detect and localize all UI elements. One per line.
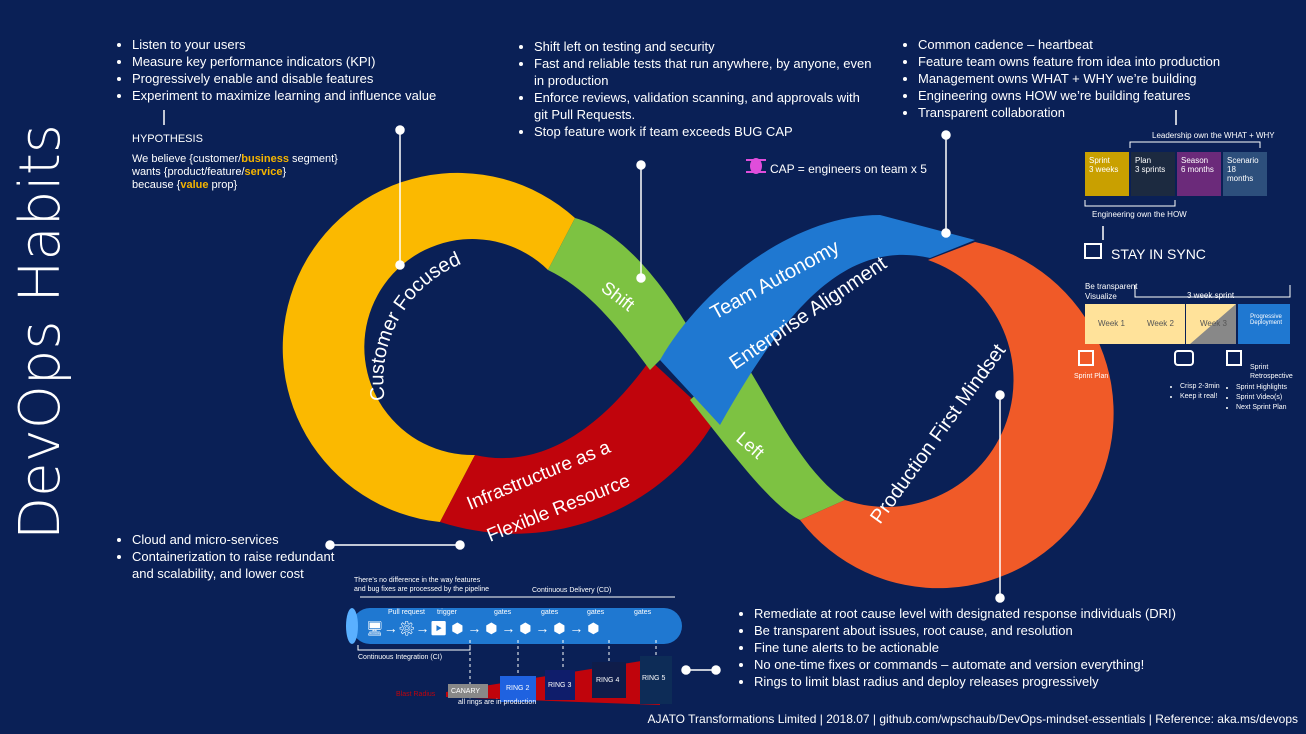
ring-canary <box>448 684 488 698</box>
whiteboard-icon <box>1084 243 1102 259</box>
stay-in-sync: STAY IN SYNC <box>1111 246 1206 262</box>
bullet: Measure key performance indicators (KPI) <box>132 53 436 70</box>
retrospective-items: Sprint Highlights Sprint Video(s) Next S… <box>1226 383 1287 413</box>
retrospective-icon <box>1226 350 1242 366</box>
bug-icon <box>746 158 766 174</box>
retrospective-title: Sprint Retrospective <box>1250 364 1293 380</box>
ring-3-label: RING 3 <box>548 682 572 689</box>
bullet: Be transparent about issues, root cause,… <box>754 622 1176 639</box>
customer-focused-segment <box>282 172 575 522</box>
ring-2 <box>500 676 536 702</box>
ring-4 <box>592 662 626 698</box>
bullet: Feature team owns feature from idea into… <box>918 53 1220 70</box>
shift-left-bullets: Shift left on testing and security Fast … <box>516 38 874 140</box>
sprint-plan-icon <box>1078 350 1094 366</box>
bullet: Shift left on testing and security <box>534 38 874 55</box>
infrastructure-bullets: Cloud and micro-services Containerizatio… <box>114 531 342 582</box>
video-notes: Crisp 2-3min Keep it real! <box>1170 382 1220 402</box>
production-first-bullets: Remediate at root cause level with desig… <box>736 605 1176 690</box>
bullet: Experiment to maximize learning and infl… <box>132 87 436 104</box>
bullet: Stop feature work if team exceeds BUG CA… <box>534 123 874 140</box>
shift-segment <box>548 218 690 370</box>
bullet: Common cadence – heartbeat <box>918 36 1220 53</box>
cadence-box-season: Season 6 months <box>1177 152 1221 196</box>
ring-3 <box>545 670 575 700</box>
customer-focused-bullets: Listen to your users Measure key perform… <box>114 36 436 104</box>
week-1-label: Week 1 <box>1098 319 1125 328</box>
sprint-length-label: 3 week sprint <box>1187 291 1235 300</box>
progressive-deployment: Progressive Deployment <box>1249 314 1282 326</box>
bullet: Remediate at root cause level with desig… <box>754 605 1176 622</box>
hypothesis-body: We believe {customer/business segment} w… <box>132 153 338 191</box>
ring-4-label: RING 4 <box>596 677 620 684</box>
ring-canary-label: CANARY <box>451 688 481 695</box>
visualize: Visualize <box>1085 292 1117 301</box>
week-3-label: Week 3 <box>1200 319 1227 328</box>
team-autonomy-segment <box>660 215 975 425</box>
blast-radius-label: Blast Radius <box>396 691 436 698</box>
cadence-box-plan: Plan 3 sprints <box>1131 152 1175 196</box>
ring-5 <box>640 656 672 704</box>
sprint-weeks-bar <box>1085 304 1290 344</box>
all-rings-note: all rings are in production <box>458 699 537 706</box>
ring-5-label: RING 5 <box>642 675 666 682</box>
bullet: Enforce reviews, validation scanning, an… <box>534 89 874 123</box>
pull-request-label: Pull request <box>388 609 425 616</box>
connectors <box>163 110 1177 675</box>
cadence-boxes: Sprint 3 weeks Plan 3 sprints Season 6 mont… <box>1085 152 1267 196</box>
pipeline-tube <box>346 608 682 644</box>
gates-label: gates <box>634 609 652 616</box>
footer: AJATO Transformations Limited | 2018.07 … <box>647 712 1298 726</box>
infrastructure-segment <box>440 360 715 534</box>
computer-icon: 🖥→⚙→▶ ⬢ → ⬢ → ⬢ → ⬢ → ⬢ <box>366 620 600 636</box>
bullet: Containerization to raise redundant and … <box>132 548 342 582</box>
rings-graphic <box>446 656 672 705</box>
bullet: Fast and reliable tests that run anywher… <box>534 55 874 89</box>
bullet: Listen to your users <box>132 36 436 53</box>
pipeline-note: There’s no difference in the way feature… <box>354 577 490 593</box>
leadership-note: Leadership own the WHAT + WHY <box>1152 131 1275 140</box>
gates-label: gates <box>494 609 512 616</box>
video-camera-icon <box>1174 350 1194 366</box>
trigger-label: trigger <box>437 609 457 616</box>
bug-cap-note: CAP = engineers on team x 5 <box>770 162 927 176</box>
bullet: Progressively enable and disable feature… <box>132 70 436 87</box>
bullet: Rings to limit blast radius and deploy r… <box>754 673 1176 690</box>
engineering-note: Engineering own the HOW <box>1092 210 1187 219</box>
ring-2-label: RING 2 <box>506 685 530 692</box>
ci-label: Continuous Integration (CI) <box>358 654 443 661</box>
bullet: Engineering owns HOW we’re building feat… <box>918 87 1220 104</box>
bullet: Cloud and micro-services <box>132 531 342 548</box>
be-transparent: Be transparent <box>1085 282 1138 291</box>
gates-label: gates <box>587 609 605 616</box>
bullet: No one-time fixes or commands – automate… <box>754 656 1176 673</box>
team-autonomy-bullets: Common cadence – heartbeat Feature team … <box>900 36 1220 121</box>
production-first-segment <box>800 242 1114 589</box>
cadence-box-sprint: Sprint 3 weeks <box>1085 152 1129 196</box>
hypothesis-label: HYPOTHESIS <box>132 133 203 145</box>
cd-label: Continuous Delivery (CD) <box>532 587 612 594</box>
bullet: Management owns WHAT + WHY we’re buildin… <box>918 70 1220 87</box>
week-2-label: Week 2 <box>1147 319 1174 328</box>
bullet: Transparent collaboration <box>918 104 1220 121</box>
bullet: Fine tune alerts to be actionable <box>754 639 1176 656</box>
sprint-plan-label: Sprint Plan <box>1074 373 1109 380</box>
gates-label: gates <box>541 609 559 616</box>
cadence-box-scenario: Scenario 18 months <box>1223 152 1267 196</box>
